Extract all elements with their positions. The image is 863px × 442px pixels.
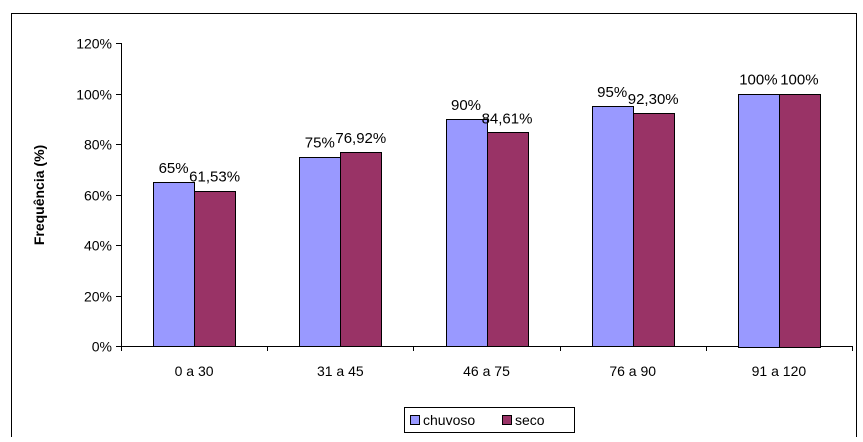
x-tick-label: 76 a 90 [609, 363, 656, 379]
bar-chuvoso [446, 119, 488, 347]
x-tick-label: 91 a 120 [752, 363, 807, 379]
data-labels: 65%61,53% 75% 76,92% 90%84,61% 95% 92,30% 100%… [159, 72, 819, 186]
bar-seco [779, 94, 821, 348]
y-tick-label: 20% [84, 289, 112, 305]
y-tick-label: 40% [84, 238, 112, 254]
x-tick-label: 46 a 75 [463, 363, 510, 379]
data-label-chuvoso: 90% [451, 97, 481, 114]
bar-chuvoso [738, 94, 780, 348]
bar-chuvoso [592, 106, 634, 347]
bar-seco [194, 191, 236, 347]
y-axis-title: Frequência (%) [31, 145, 47, 245]
data-label-seco: 76,92% [335, 130, 386, 147]
data-label-seco: 61,53% [189, 169, 240, 186]
data-label-chuvoso: 100% [739, 72, 777, 89]
y-axis: 0% 20% 40% 60% 80% 100% 120% [76, 36, 122, 355]
bars [153, 94, 821, 348]
bar-seco [340, 152, 382, 347]
legend-box [404, 407, 575, 433]
legend-swatch-seco [502, 415, 512, 425]
legend-swatch-chuvoso [410, 415, 420, 425]
data-label-seco: 100% [780, 72, 818, 89]
data-label-chuvoso: 65% [159, 160, 189, 177]
y-tick-label: 80% [84, 137, 112, 153]
data-label-seco: 84,61% [482, 110, 533, 127]
y-tick-label: 60% [84, 188, 112, 204]
data-label-chuvoso: 95% [597, 84, 627, 101]
bar-chuvoso [153, 182, 195, 347]
x-tick-label: 0 a 30 [175, 363, 214, 379]
bar-chuvoso [299, 157, 341, 347]
data-label-chuvoso: 75% [305, 135, 335, 152]
y-tick-label: 120% [76, 36, 112, 52]
legend-label-seco: seco [515, 412, 545, 428]
legend: chuvoso seco [404, 407, 575, 433]
chart-frame [11, 13, 857, 442]
y-tick-label: 0% [92, 339, 112, 355]
legend-label-chuvoso: chuvoso [423, 412, 475, 428]
bar-seco [487, 132, 529, 347]
y-tick-label: 100% [76, 87, 112, 103]
bar-seco [633, 113, 675, 347]
x-tick-label: 31 a 45 [317, 363, 364, 379]
data-label-seco: 92,30% [628, 91, 679, 108]
